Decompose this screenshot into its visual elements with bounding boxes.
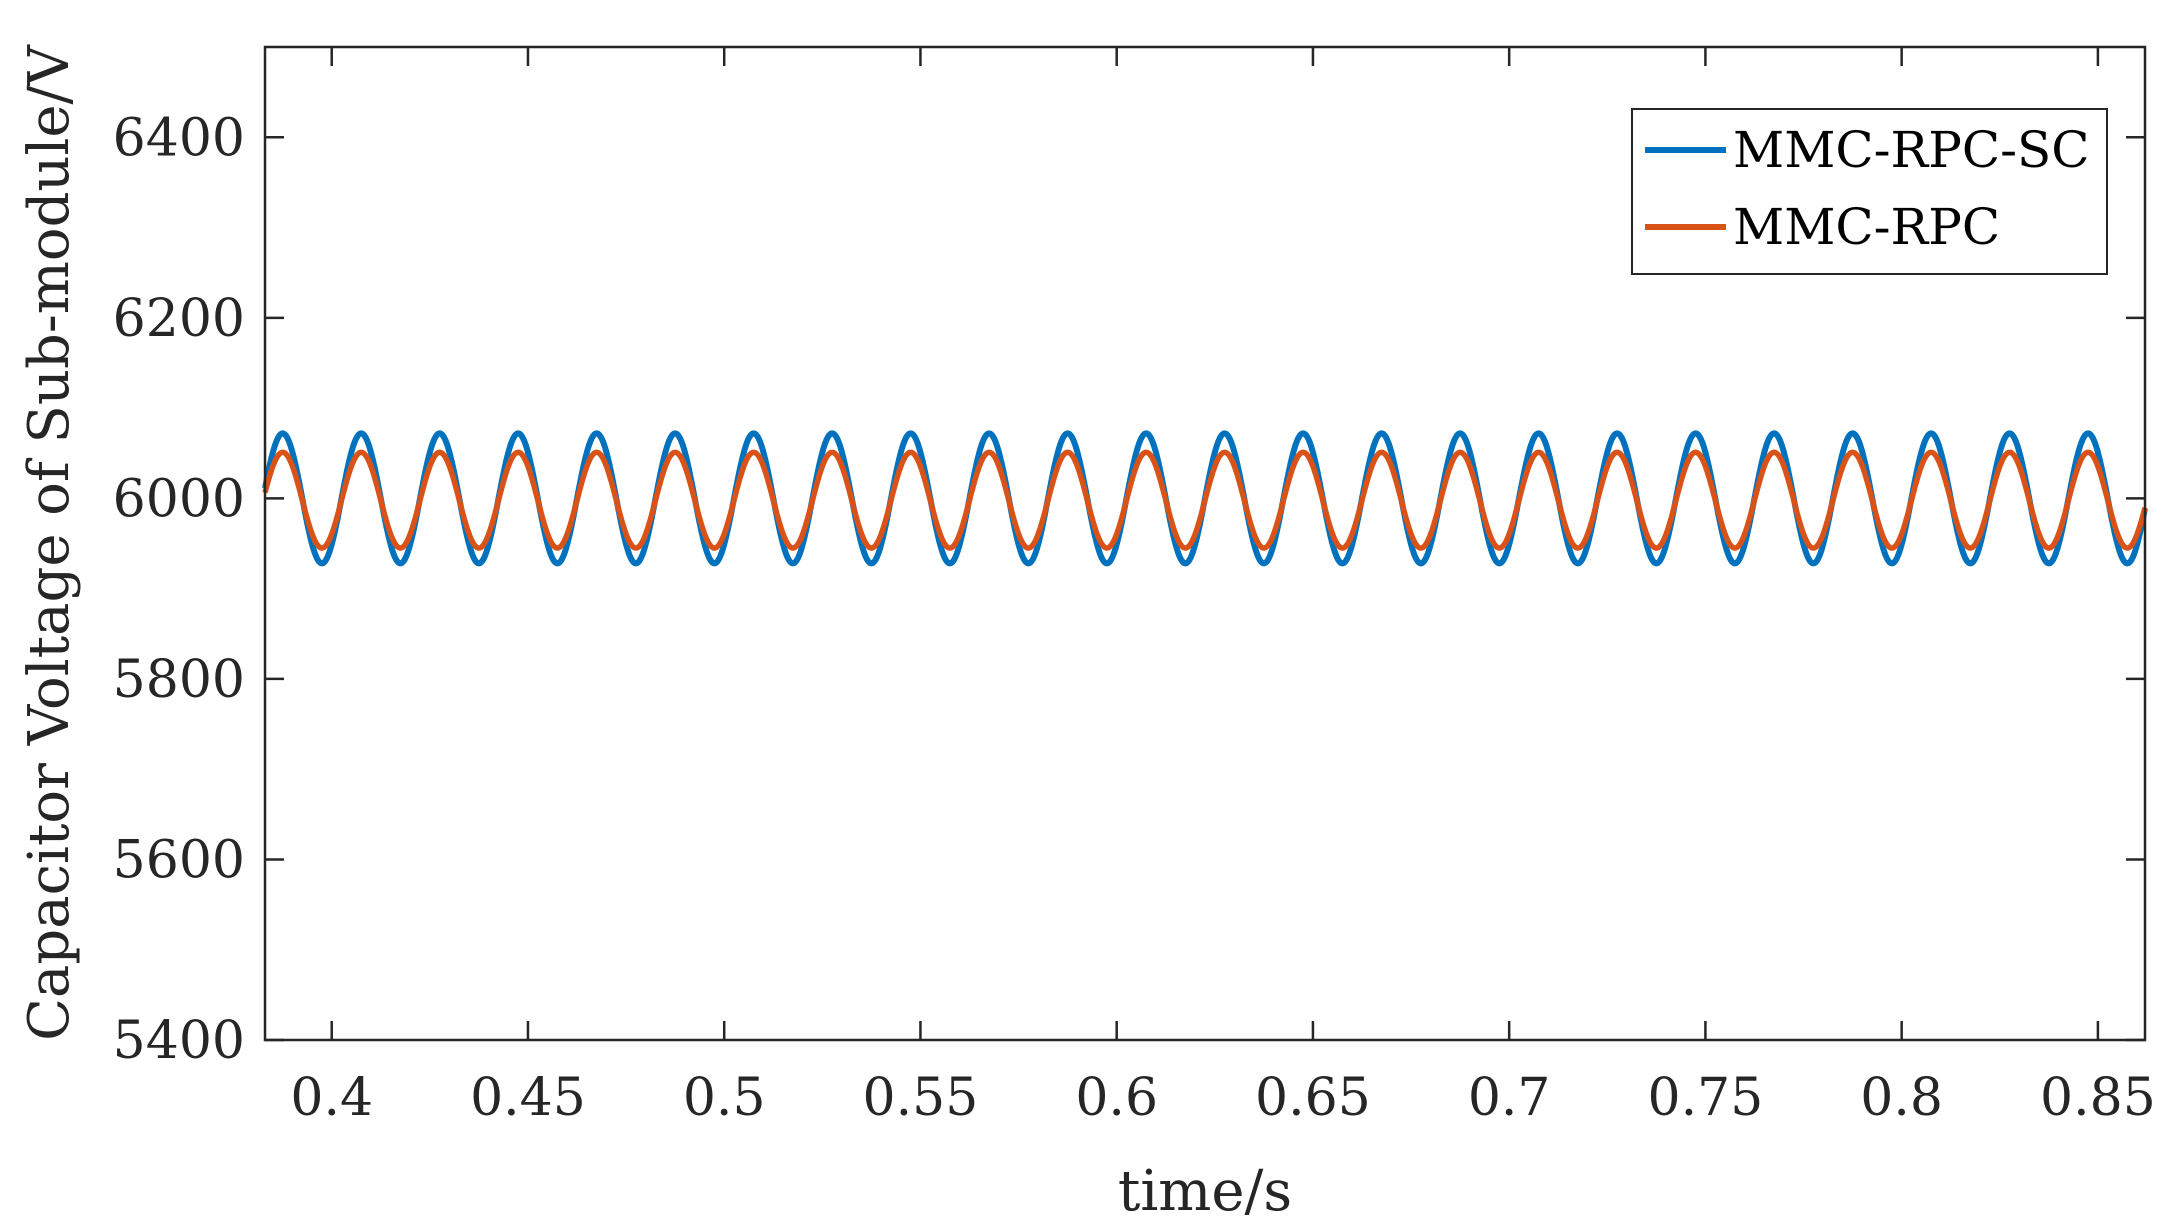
legend-label-series-0: MMC-RPC-SC	[1733, 121, 2090, 179]
x-tick-label: 0.4	[290, 1068, 373, 1128]
x-tick-label: 0.65	[1255, 1068, 1371, 1128]
x-axis-title: time/s	[1118, 1159, 1292, 1224]
series-layer	[262, 430, 2148, 567]
y-axis-title: Capacitor Voltage of Sub-module/V	[17, 44, 82, 1041]
x-tick-label: 0.85	[2040, 1068, 2156, 1128]
y-tick-label: 6400	[113, 108, 245, 168]
series-line-1	[262, 449, 2148, 551]
y-tick-label: 6200	[113, 289, 245, 349]
x-tick-label: 0.7	[1468, 1068, 1551, 1128]
legend: MMC-RPC-SC MMC-RPC	[1631, 108, 2108, 275]
x-tick-label: 0.45	[470, 1068, 586, 1128]
tick-labels-layer: 0.4 0.45 0.5 0.55 0.6 0.65 0.7 0.75 0.8 0.85 5400 5…	[113, 108, 2156, 1128]
y-tick-label: 5400	[113, 1011, 245, 1071]
x-tick-label: 0.8	[1860, 1068, 1943, 1128]
legend-label-series-1: MMC-RPC	[1733, 198, 2000, 256]
y-tick-label: 5800	[113, 650, 245, 710]
x-tick-label: 0.55	[863, 1068, 979, 1128]
legend-box	[1631, 108, 2108, 275]
ticks-layer	[265, 47, 2145, 1042]
x-tick-label: 0.5	[683, 1068, 766, 1128]
y-tick-label: 6000	[113, 469, 245, 529]
x-tick-label: 0.75	[1648, 1068, 1764, 1128]
y-tick-label: 5600	[113, 830, 245, 890]
axes-box	[263, 45, 2147, 1042]
x-tick-label: 0.6	[1075, 1068, 1158, 1128]
